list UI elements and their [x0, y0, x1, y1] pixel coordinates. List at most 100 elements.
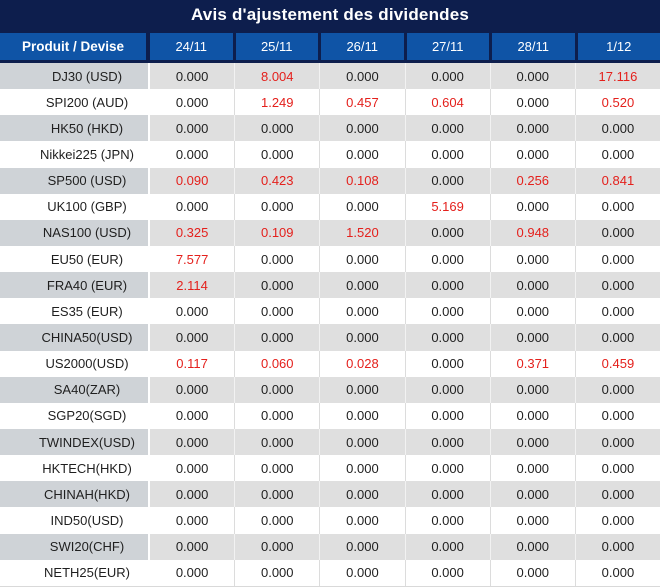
value-cell: 0.000 — [404, 115, 490, 142]
table-row: FRA40 (EUR) 2.114 0.000 0.000 0.000 0.00… — [0, 272, 660, 299]
value-cell: 0.000 — [489, 272, 575, 299]
value-cell: 0.000 — [150, 141, 235, 168]
value-cell: 0.000 — [150, 559, 235, 586]
value-cell: 0.000 — [234, 559, 320, 586]
product-cell: SA40(ZAR) — [0, 376, 150, 403]
value-cell: 0.000 — [574, 376, 660, 403]
value-cell: 0.000 — [319, 324, 405, 351]
value-cell: 0.000 — [319, 141, 405, 168]
product-cell: IND50(USD) — [0, 507, 150, 534]
table-row: SP500 (USD) 0.090 0.423 0.108 0.000 0.25… — [0, 167, 660, 194]
value-cell: 0.000 — [150, 324, 235, 351]
value-cell: 0.371 — [489, 350, 575, 377]
column-header-product: Produit / Devise — [0, 33, 146, 60]
value-cell: 0.000 — [150, 193, 235, 220]
table-row: EU50 (EUR) 7.577 0.000 0.000 0.000 0.000… — [0, 245, 660, 273]
value-cell: 0.000 — [489, 63, 575, 90]
table-header-row: Produit / Devise 24/11 25/11 26/11 27/11… — [0, 30, 660, 63]
product-cell: NAS100 (USD) — [0, 219, 150, 246]
value-cell: 1.249 — [234, 89, 320, 116]
table-row: TWINDEX(USD) 0.000 0.000 0.000 0.000 0.0… — [0, 428, 660, 456]
value-cell: 0.000 — [319, 245, 405, 273]
value-cell: 0.459 — [574, 350, 660, 377]
value-cell: 0.256 — [489, 167, 575, 194]
product-cell: SWI20(CHF) — [0, 533, 150, 560]
value-cell: 0.000 — [319, 507, 405, 534]
value-cell: 0.000 — [489, 141, 575, 168]
value-cell: 0.000 — [574, 533, 660, 560]
value-cell: 0.000 — [150, 376, 235, 403]
value-cell: 0.000 — [150, 89, 235, 116]
table-row: HKTECH(HKD) 0.000 0.000 0.000 0.000 0.00… — [0, 455, 660, 482]
table-row: SPI200 (AUD) 0.000 1.249 0.457 0.604 0.0… — [0, 89, 660, 116]
value-cell: 0.000 — [404, 402, 490, 429]
value-cell: 1.520 — [319, 219, 405, 246]
value-cell: 0.000 — [404, 533, 490, 560]
value-cell: 0.000 — [319, 402, 405, 429]
value-cell: 0.000 — [489, 298, 575, 325]
value-cell: 0.000 — [234, 376, 320, 403]
product-cell: US2000(USD) — [0, 350, 150, 377]
value-cell: 0.000 — [150, 481, 235, 508]
value-cell: 0.000 — [234, 533, 320, 560]
value-cell: 0.000 — [404, 428, 490, 456]
value-cell: 0.457 — [319, 89, 405, 116]
value-cell: 0.000 — [319, 193, 405, 220]
value-cell: 0.000 — [150, 428, 235, 456]
value-cell: 0.000 — [404, 481, 490, 508]
product-cell: EU50 (EUR) — [0, 245, 150, 273]
value-cell: 0.423 — [234, 167, 320, 194]
value-cell: 0.000 — [234, 481, 320, 508]
value-cell: 0.841 — [574, 167, 660, 194]
product-cell: SPI200 (AUD) — [0, 89, 150, 116]
value-cell: 0.000 — [404, 350, 490, 377]
value-cell: 0.000 — [150, 533, 235, 560]
value-cell: 0.000 — [234, 272, 320, 299]
value-cell: 0.000 — [574, 559, 660, 586]
value-cell: 0.520 — [574, 89, 660, 116]
value-cell: 0.000 — [404, 219, 490, 246]
value-cell: 0.325 — [150, 219, 235, 246]
value-cell: 0.000 — [234, 245, 320, 273]
product-cell: SGP20(SGD) — [0, 402, 150, 429]
value-cell: 0.000 — [574, 455, 660, 482]
table-row: NAS100 (USD) 0.325 0.109 1.520 0.000 0.9… — [0, 219, 660, 246]
table-body: DJ30 (USD) 0.000 8.004 0.000 0.000 0.000… — [0, 63, 660, 587]
product-cell: HKTECH(HKD) — [0, 455, 150, 482]
product-cell: SP500 (USD) — [0, 167, 150, 194]
value-cell: 0.000 — [574, 115, 660, 142]
value-cell: 0.000 — [489, 402, 575, 429]
value-cell: 0.000 — [489, 89, 575, 116]
value-cell: 7.577 — [150, 245, 235, 273]
column-header-date-5: 28/11 — [492, 33, 575, 60]
table-row: IND50(USD) 0.000 0.000 0.000 0.000 0.000… — [0, 507, 660, 534]
value-cell: 0.000 — [574, 193, 660, 220]
value-cell: 0.000 — [234, 324, 320, 351]
value-cell: 0.000 — [319, 272, 405, 299]
value-cell: 0.000 — [234, 402, 320, 429]
table-row: CHINAH(HKD) 0.000 0.000 0.000 0.000 0.00… — [0, 481, 660, 508]
value-cell: 0.000 — [150, 115, 235, 142]
column-header-date-4: 27/11 — [406, 33, 489, 60]
value-cell: 0.000 — [404, 167, 490, 194]
value-cell: 0.117 — [150, 350, 235, 377]
product-cell: NETH25(EUR) — [0, 559, 150, 586]
value-cell: 0.028 — [319, 350, 405, 377]
value-cell: 0.000 — [574, 324, 660, 351]
product-cell: Nikkei225 (JPN) — [0, 141, 150, 168]
value-cell: 0.000 — [574, 245, 660, 273]
value-cell: 0.000 — [574, 272, 660, 299]
table-row: NETH25(EUR) 0.000 0.000 0.000 0.000 0.00… — [0, 559, 660, 586]
product-cell: CHINA50(USD) — [0, 324, 150, 351]
value-cell: 0.108 — [319, 167, 405, 194]
value-cell: 0.000 — [404, 298, 490, 325]
value-cell: 0.000 — [234, 115, 320, 142]
value-cell: 0.000 — [489, 193, 575, 220]
table-row: HK50 (HKD) 0.000 0.000 0.000 0.000 0.000… — [0, 115, 660, 142]
value-cell: 0.000 — [404, 455, 490, 482]
value-cell: 0.000 — [319, 481, 405, 508]
product-cell: HK50 (HKD) — [0, 115, 150, 142]
value-cell: 0.090 — [150, 167, 235, 194]
value-cell: 0.000 — [404, 272, 490, 299]
product-cell: ES35 (EUR) — [0, 298, 150, 325]
